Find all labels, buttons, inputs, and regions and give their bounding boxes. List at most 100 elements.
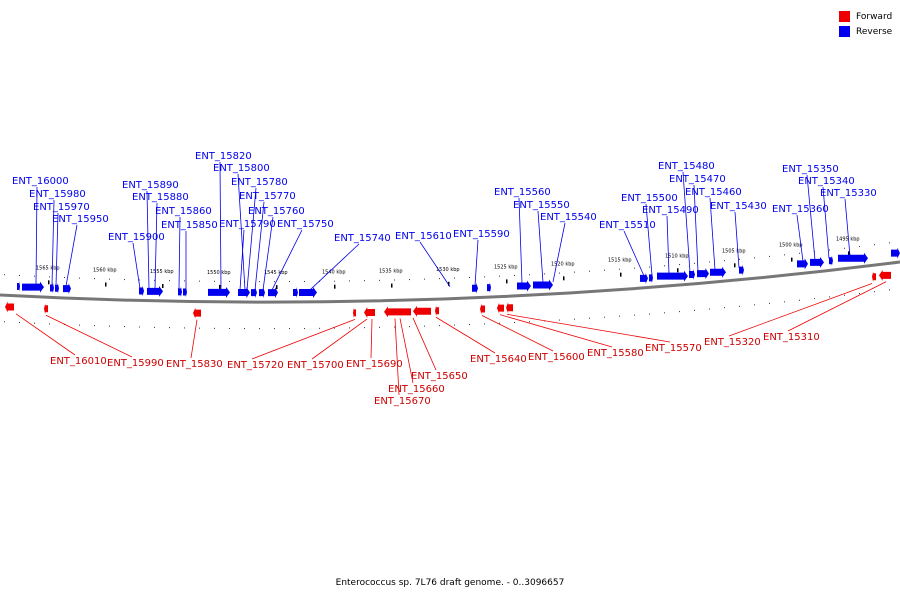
scale-dot <box>454 324 455 326</box>
scale-dot <box>679 311 680 313</box>
reverse-gene-label: ENT_15350 <box>782 164 839 175</box>
scale-tick-label: 1555 kbp <box>150 269 174 275</box>
scale-tick-label: 1500 kbp <box>779 243 803 249</box>
reverse-gene-arrow <box>17 280 20 292</box>
reverse-gene-label: ENT_15540 <box>540 212 597 223</box>
scale-dot <box>319 327 320 329</box>
reverse-gene-leader <box>844 198 851 257</box>
reverse-gene-label: ENT_15330 <box>820 188 877 199</box>
reverse-gene-label: ENT_15980 <box>29 189 86 200</box>
forward-gene-leader <box>394 318 400 396</box>
scale-dot <box>4 274 5 276</box>
reverse-gene-label: ENT_15610 <box>395 231 452 242</box>
forward-gene-leader <box>311 318 368 360</box>
scale-dot <box>244 328 245 330</box>
scale-dot <box>289 328 290 330</box>
reverse-gene-label: ENT_15850 <box>161 220 218 231</box>
scale-dot <box>529 321 530 323</box>
scale-dot <box>259 281 260 283</box>
scale-dot <box>304 327 305 329</box>
scale-dot <box>634 267 635 269</box>
reverse-gene-leader <box>51 199 55 286</box>
scale-dot <box>649 313 650 315</box>
forward-gene-label: ENT_15670 <box>374 396 431 407</box>
reverse-gene-arrow <box>689 269 695 281</box>
forward-gene-leader <box>370 318 373 359</box>
reverse-gene-arrow <box>22 281 44 293</box>
scale-tick-label: 1520 kbp <box>551 261 575 267</box>
forward-gene-arrow <box>413 305 431 317</box>
scale-dot <box>49 323 50 325</box>
reverse-gene-label: ENT_15590 <box>453 229 510 240</box>
scale-tick <box>48 280 50 285</box>
scale-tick-label: 1560 kbp <box>93 267 117 273</box>
forward-gene-arrow <box>193 307 201 319</box>
scale-dot <box>724 260 725 262</box>
forward-gene-leader <box>190 319 198 359</box>
reverse-gene-label: ENT_15820 <box>195 151 252 162</box>
scale-dot <box>844 247 845 249</box>
reverse-gene-leader <box>271 229 303 291</box>
scale-tick-label: 1540 kbp <box>322 270 346 276</box>
reverse-gene-arrow <box>251 287 257 299</box>
scale-dot <box>169 327 170 329</box>
scale-tick <box>734 263 736 268</box>
scale-tick <box>620 272 622 277</box>
scale-dot <box>199 280 200 282</box>
scale-dot <box>619 315 620 317</box>
scale-dot <box>574 271 575 273</box>
scale-dot <box>889 289 890 291</box>
reverse-gene-leader <box>709 197 716 271</box>
scale-dot <box>304 280 305 282</box>
reverse-gene-arrow <box>208 286 230 298</box>
scale-dot <box>334 280 335 282</box>
scale-dot <box>214 280 215 282</box>
scale-tick-label: 1495 kbp <box>836 236 860 242</box>
scale-dot <box>424 325 425 327</box>
reverse-gene-label: ENT_15550 <box>513 200 570 211</box>
reverse-gene-leader <box>693 184 699 272</box>
reverse-gene-label: ENT_15740 <box>334 233 391 244</box>
scale-dot <box>139 279 140 281</box>
reverse-gene-arrow <box>697 268 709 280</box>
scale-tick-label: 1515 kbp <box>608 258 632 264</box>
reverse-gene-leader <box>537 210 544 283</box>
scale-dot <box>199 327 200 329</box>
scale-dot <box>349 327 350 329</box>
reverse-gene-leader <box>666 215 670 274</box>
scale-dot <box>394 326 395 328</box>
scale-dot <box>679 264 680 266</box>
forward-gene-label: ENT_15830 <box>166 359 223 370</box>
forward-gene-label: ENT_15660 <box>388 384 445 395</box>
scale-dot <box>289 281 290 283</box>
scale-dot <box>484 276 485 278</box>
scale-dot <box>229 280 230 282</box>
forward-gene-leader <box>787 281 887 332</box>
forward-gene-label: ENT_15720 <box>227 360 284 371</box>
reverse-gene-arrow <box>838 252 868 264</box>
scale-dot <box>469 324 470 326</box>
scale-tick-label: 1535 kbp <box>379 269 403 275</box>
reverse-gene-label: ENT_15490 <box>642 205 699 216</box>
scale-dot <box>799 252 800 254</box>
scale-dot <box>559 272 560 274</box>
reverse-gene-arrow <box>739 264 744 276</box>
reverse-gene-leader <box>146 190 150 289</box>
scale-dot <box>34 275 35 277</box>
scale-tick <box>448 281 450 286</box>
scale-dot <box>784 254 785 256</box>
scale-dot <box>364 327 365 329</box>
scale-dot <box>649 266 650 268</box>
reverse-gene-arrow <box>640 272 648 284</box>
forward-gene-leader <box>251 318 356 360</box>
reverse-gene-label: ENT_15950 <box>52 214 109 225</box>
scale-dot <box>664 265 665 267</box>
scale-dot <box>109 325 110 327</box>
scale-dot <box>484 323 485 325</box>
reverse-gene-leader <box>419 241 451 287</box>
scale-tick <box>334 284 336 289</box>
reverse-gene-arrow <box>891 247 900 259</box>
scale-dot <box>604 316 605 318</box>
scale-tick <box>563 276 565 281</box>
scale-dot <box>664 312 665 314</box>
